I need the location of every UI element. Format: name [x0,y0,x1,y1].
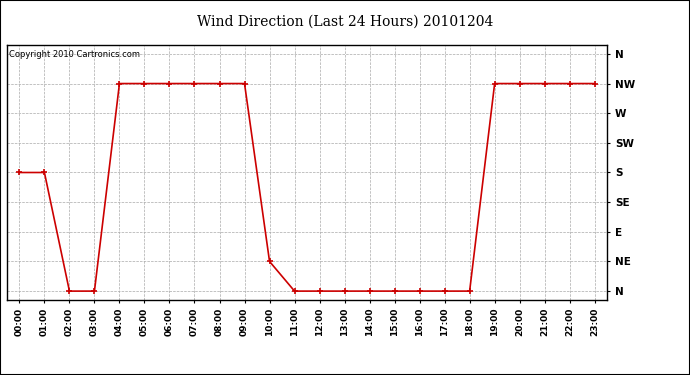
Text: Wind Direction (Last 24 Hours) 20101204: Wind Direction (Last 24 Hours) 20101204 [197,15,493,29]
Text: Copyright 2010 Cartronics.com: Copyright 2010 Cartronics.com [9,50,139,59]
